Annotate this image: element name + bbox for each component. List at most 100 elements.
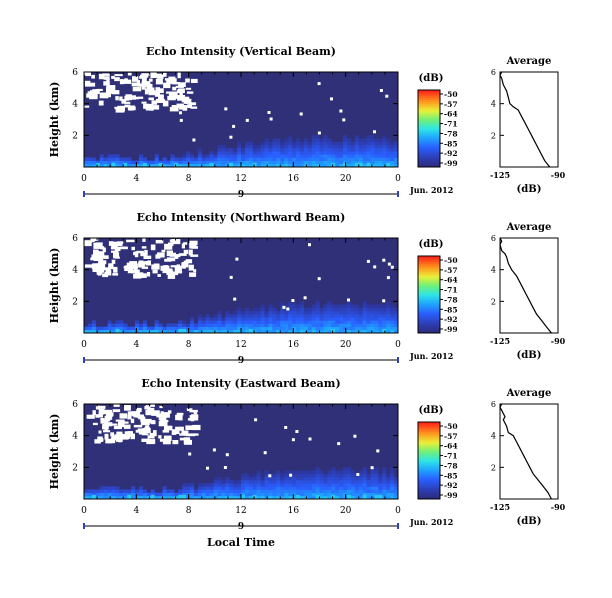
missing-data-patch bbox=[186, 433, 196, 437]
heatmap-cell bbox=[268, 492, 273, 497]
heatmap-cell bbox=[346, 317, 352, 321]
heatmap-cell bbox=[292, 160, 297, 165]
heatmap-cell bbox=[331, 314, 336, 318]
heatmap-cell bbox=[186, 489, 191, 493]
heatmap-cell bbox=[295, 323, 301, 327]
heatmap-cell bbox=[299, 480, 305, 484]
heatmap-cell bbox=[323, 154, 328, 158]
colorbar-tick-label: -78 bbox=[444, 129, 458, 138]
missing-data-patch bbox=[134, 272, 144, 278]
missing-data-patch bbox=[177, 95, 185, 101]
heatmap-cell bbox=[178, 323, 183, 327]
heatmap-cell bbox=[135, 495, 140, 500]
heatmap-cell bbox=[268, 304, 273, 308]
heatmap-cell bbox=[292, 329, 297, 334]
missing-data-patch bbox=[103, 430, 111, 433]
heatmap-cell bbox=[178, 163, 183, 168]
missing-data-patch bbox=[166, 270, 174, 273]
heatmap-cell bbox=[252, 489, 257, 493]
heatmap-cell bbox=[115, 154, 120, 158]
heatmap-cell bbox=[150, 494, 155, 499]
heatmap-cell bbox=[225, 483, 230, 487]
heatmap-cell bbox=[237, 310, 242, 315]
heatmap-cell bbox=[87, 495, 93, 500]
heatmap-cell bbox=[315, 317, 320, 321]
missing-data-patch bbox=[130, 433, 135, 440]
heatmap-cell bbox=[127, 492, 132, 497]
date-label: Jun. 2012 bbox=[409, 517, 453, 527]
missing-data-patch bbox=[114, 256, 120, 259]
colorbar-segment bbox=[418, 143, 440, 147]
heatmap-cell bbox=[244, 160, 250, 165]
heatmap-cell bbox=[331, 310, 336, 315]
heatmap-cell bbox=[217, 148, 222, 152]
heatmap-cell bbox=[197, 163, 203, 168]
heatmap-cell bbox=[358, 148, 363, 152]
heatmap-cell bbox=[280, 151, 285, 155]
missing-data-patch bbox=[269, 117, 273, 121]
colorbar-segment bbox=[418, 157, 440, 160]
missing-data-patch bbox=[168, 76, 176, 79]
heatmap-cell bbox=[248, 151, 254, 155]
heatmap-cell bbox=[244, 314, 250, 318]
missing-data-patch bbox=[291, 299, 295, 302]
missing-data-patch bbox=[143, 427, 151, 434]
missing-data-patch bbox=[141, 261, 150, 265]
colorbar-segment bbox=[418, 277, 440, 280]
heatmap-cell bbox=[335, 486, 340, 490]
heatmap-cell bbox=[268, 148, 273, 152]
heatmap-cell bbox=[87, 163, 93, 168]
heatmap-cell bbox=[358, 160, 363, 165]
heatmap-cell bbox=[374, 326, 379, 331]
heatmap-cell bbox=[374, 151, 379, 155]
missing-data-patch bbox=[153, 430, 157, 434]
missing-data-patch bbox=[158, 421, 168, 427]
heatmap-cell bbox=[115, 320, 120, 324]
heatmap-cell bbox=[272, 317, 277, 321]
missing-data-patch bbox=[263, 451, 267, 455]
heatmap-cell bbox=[229, 492, 234, 497]
heatmap-cell bbox=[237, 160, 242, 165]
missing-data-patch bbox=[93, 92, 98, 99]
heatmap-cell bbox=[197, 157, 203, 161]
missing-data-patch bbox=[158, 94, 164, 100]
heatmap-cell bbox=[292, 148, 297, 152]
heatmap-cell bbox=[299, 317, 305, 321]
colorbar-segment bbox=[418, 475, 440, 479]
colorbar-segment bbox=[418, 159, 440, 162]
missing-data-patch bbox=[127, 72, 132, 76]
colorbar-segment bbox=[418, 325, 440, 328]
heatmap-cell bbox=[382, 304, 387, 308]
heatmap-cell bbox=[339, 157, 344, 161]
heatmap-cell bbox=[350, 492, 356, 497]
missing-data-patch bbox=[376, 449, 380, 453]
heatmap-cell bbox=[174, 160, 179, 165]
heatmap-cell bbox=[284, 326, 289, 331]
heatmap-cell bbox=[166, 163, 171, 168]
heatmap-cell bbox=[244, 486, 250, 490]
heatmap-cell bbox=[303, 329, 309, 334]
heatmap-cell bbox=[272, 163, 277, 168]
heatmap-cell bbox=[331, 144, 336, 149]
heatmap-cell bbox=[115, 495, 120, 500]
missing-data-patch bbox=[141, 77, 147, 83]
heatmap-cell bbox=[370, 323, 375, 327]
heatmap-cell bbox=[201, 317, 206, 321]
heatmap-cell bbox=[162, 495, 167, 500]
heatmap-cell bbox=[84, 160, 89, 165]
heatmap-cell bbox=[366, 307, 371, 312]
heatmap-cell bbox=[150, 329, 155, 334]
heatmap-cell bbox=[256, 476, 261, 481]
heatmap-cell bbox=[260, 148, 265, 152]
missing-data-patch bbox=[93, 242, 103, 249]
missing-data-patch bbox=[102, 273, 109, 278]
heatmap-cell bbox=[131, 329, 136, 334]
heatmap-cell bbox=[284, 151, 289, 155]
heatmap-cell bbox=[276, 317, 281, 321]
heatmap-cell bbox=[260, 326, 265, 331]
heatmap-cell bbox=[248, 310, 254, 315]
average-frame bbox=[499, 71, 559, 168]
heatmap-cell bbox=[378, 157, 383, 161]
heatmap-cell bbox=[237, 323, 242, 327]
heatmap-cell bbox=[229, 154, 234, 158]
